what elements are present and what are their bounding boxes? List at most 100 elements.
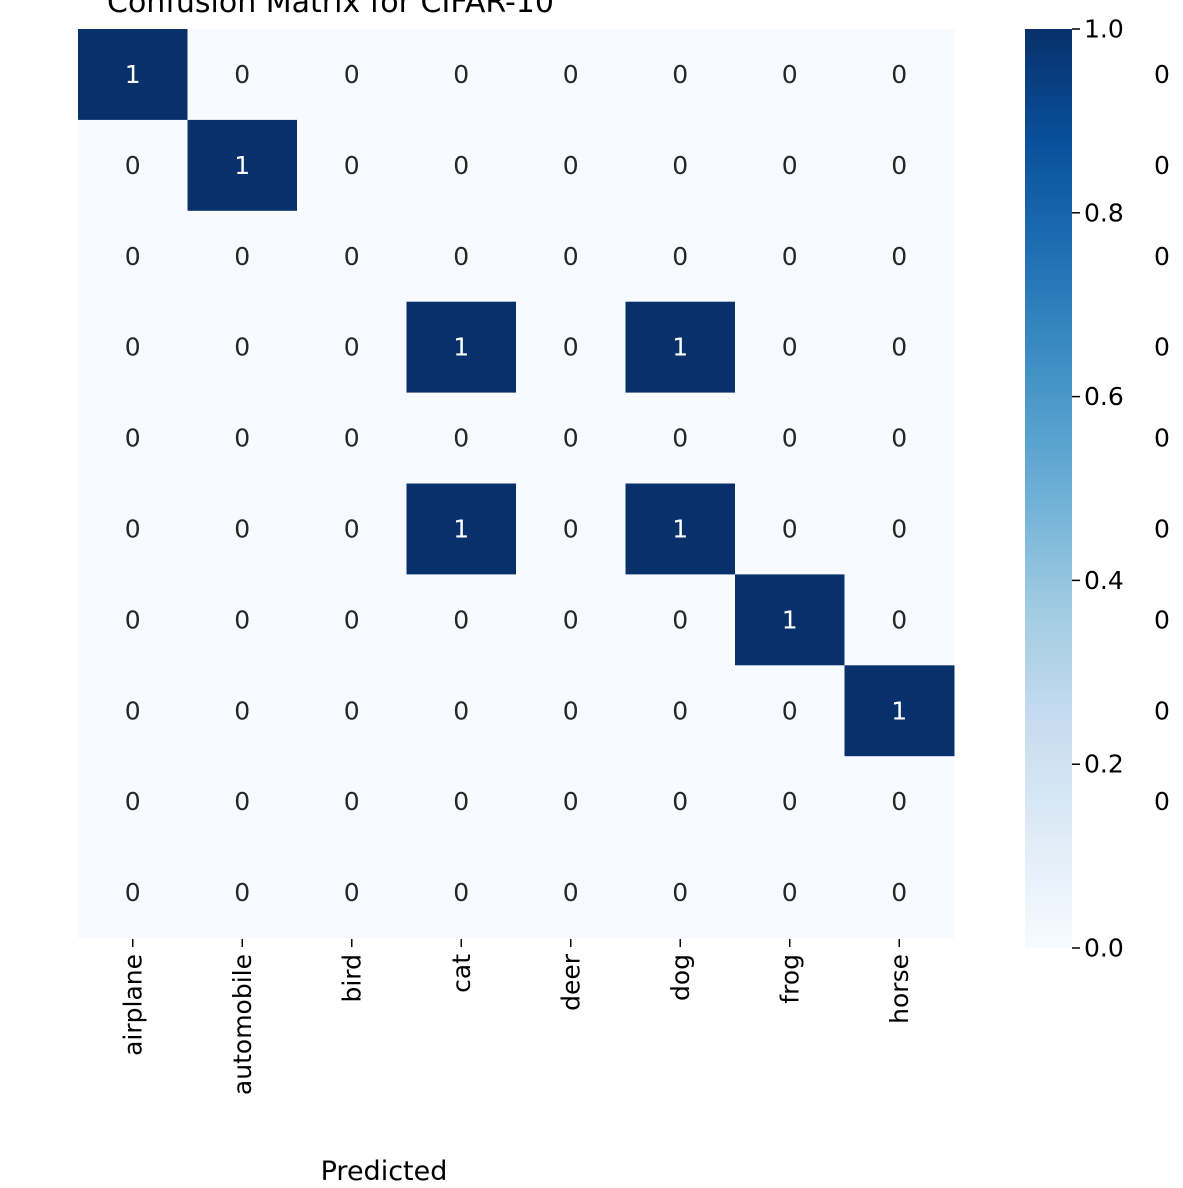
heatmap-cell xyxy=(78,756,188,848)
heatmap-cell xyxy=(297,847,407,939)
heatmap-cell xyxy=(406,756,517,848)
cell-value-label: 0 xyxy=(344,696,360,725)
heatmap-cell xyxy=(625,392,736,484)
heatmap-cell xyxy=(625,483,736,575)
heatmap-cell xyxy=(625,29,736,121)
cell-value-label: 0 xyxy=(563,151,579,180)
heatmap-cell xyxy=(78,665,188,757)
cell-value-label: 0 xyxy=(891,242,907,271)
heatmap-cell xyxy=(78,574,188,666)
heatmap-cell xyxy=(625,574,736,666)
cell-value-label: 0 xyxy=(344,605,360,634)
cell-value-label: 0 xyxy=(125,696,141,725)
heatmap-cell xyxy=(516,301,626,394)
cell-value-label: 0 xyxy=(344,514,360,543)
cell-value-label: 0 xyxy=(563,333,579,362)
cell-value-label: 0 xyxy=(453,60,469,89)
x-tick-label: cat xyxy=(447,954,476,993)
heatmap-cell xyxy=(78,847,188,939)
heatmap-cell xyxy=(187,483,298,575)
x-tick-label: bird xyxy=(337,954,366,1003)
heatmap-cell xyxy=(297,301,407,394)
heatmap-cell xyxy=(735,665,845,757)
cell-value-label: 0 xyxy=(344,424,360,453)
cell-value-label: 1 xyxy=(891,696,907,725)
cell-value-label: 0 xyxy=(782,424,798,453)
heatmap-cell xyxy=(78,29,188,121)
cell-value-label: 0 xyxy=(782,696,798,725)
x-axis-ticks: airplane automobile bird cat deer dog frog hors… xyxy=(118,939,914,1095)
overflow-cell-value: 0 xyxy=(1154,605,1170,634)
cell-value-label: 0 xyxy=(234,333,250,362)
cell-value-label: 0 xyxy=(453,424,469,453)
heatmap-cell xyxy=(735,392,845,484)
cell-value-label: 0 xyxy=(891,787,907,816)
heatmap-cell xyxy=(516,29,626,121)
cell-value-label: 0 xyxy=(672,878,688,907)
cell-value-label: 0 xyxy=(563,242,579,271)
chart-title: Confusion Matrix for CIFAR-10 xyxy=(107,0,554,20)
cell-value-label: 0 xyxy=(234,242,250,271)
cell-value-label: 0 xyxy=(453,787,469,816)
heatmap-cell xyxy=(844,119,955,212)
cell-value-label: 0 xyxy=(125,514,141,543)
cell-value-label: 0 xyxy=(453,605,469,634)
heatmap-cell xyxy=(735,29,845,121)
heatmap-cell xyxy=(406,301,517,394)
colorbar-tick-label: 0.0 xyxy=(1084,934,1124,963)
cell-value-label: 0 xyxy=(234,787,250,816)
heatmap-cell xyxy=(735,574,845,666)
cell-value-label: 0 xyxy=(563,605,579,634)
cell-value-label: 0 xyxy=(344,787,360,816)
heatmap-cell xyxy=(844,392,955,484)
partially-visible-column: 0 0 0 0 0 0 0 0 0 xyxy=(1154,60,1170,816)
heatmap-cell xyxy=(187,29,298,121)
x-tick-label: dog xyxy=(666,954,695,1001)
cell-value-label: 0 xyxy=(891,60,907,89)
cell-value-label: 0 xyxy=(344,878,360,907)
heatmap-cell xyxy=(406,29,517,121)
cell-value-label: 1 xyxy=(125,60,141,89)
heatmap-cell xyxy=(297,29,407,121)
cell-value-label: 0 xyxy=(782,514,798,543)
colorbar-ticks: 0.0 0.2 0.4 0.6 0.8 1.0 xyxy=(1072,15,1124,963)
heatmap-cell xyxy=(516,847,626,939)
cell-value-label: 0 xyxy=(125,787,141,816)
cell-value-label: 0 xyxy=(125,151,141,180)
cell-value-label: 0 xyxy=(563,60,579,89)
overflow-cell-value: 0 xyxy=(1154,151,1170,180)
cell-value-label: 0 xyxy=(672,242,688,271)
heatmap-cell xyxy=(516,665,626,757)
heatmap-cell xyxy=(844,574,955,666)
cell-value-label: 0 xyxy=(453,878,469,907)
heatmap-cell xyxy=(297,483,407,575)
cell-value-label: 0 xyxy=(563,424,579,453)
heatmap-cell xyxy=(735,301,845,394)
heatmap-cell xyxy=(78,210,188,303)
heatmap-cell xyxy=(406,574,517,666)
heatmap-cell xyxy=(406,210,517,303)
heatmap-cell xyxy=(516,574,626,666)
heatmap-cell xyxy=(625,847,736,939)
overflow-cell-value: 0 xyxy=(1154,696,1170,725)
cell-value-label: 0 xyxy=(782,60,798,89)
cell-value-label: 1 xyxy=(672,333,688,362)
cell-value-label: 0 xyxy=(782,242,798,271)
cell-value-label: 0 xyxy=(453,151,469,180)
heatmap-cell xyxy=(187,665,298,757)
heatmap-cell xyxy=(406,847,517,939)
cell-value-label: 0 xyxy=(672,424,688,453)
cell-value-label: 0 xyxy=(891,514,907,543)
heatmap-cell xyxy=(297,392,407,484)
heatmap-cells xyxy=(78,29,955,939)
heatmap-cell xyxy=(297,665,407,757)
heatmap-cell xyxy=(78,483,188,575)
heatmap-annotations: 1 0 0 0 0 0 0 0 0 1 0 0 0 0 0 0 0 0 0 0 0 0 0 0 0 0 0 1 0 1 0 0 0 0 0 0 0 0 0 0… xyxy=(125,60,907,907)
heatmap-cell xyxy=(297,756,407,848)
cell-value-label: 0 xyxy=(782,151,798,180)
overflow-cell-value: 0 xyxy=(1154,333,1170,362)
overflow-cell-value: 0 xyxy=(1154,787,1170,816)
cell-value-label: 1 xyxy=(782,605,798,634)
heatmap-cell xyxy=(625,756,736,848)
heatmap-cell xyxy=(735,210,845,303)
